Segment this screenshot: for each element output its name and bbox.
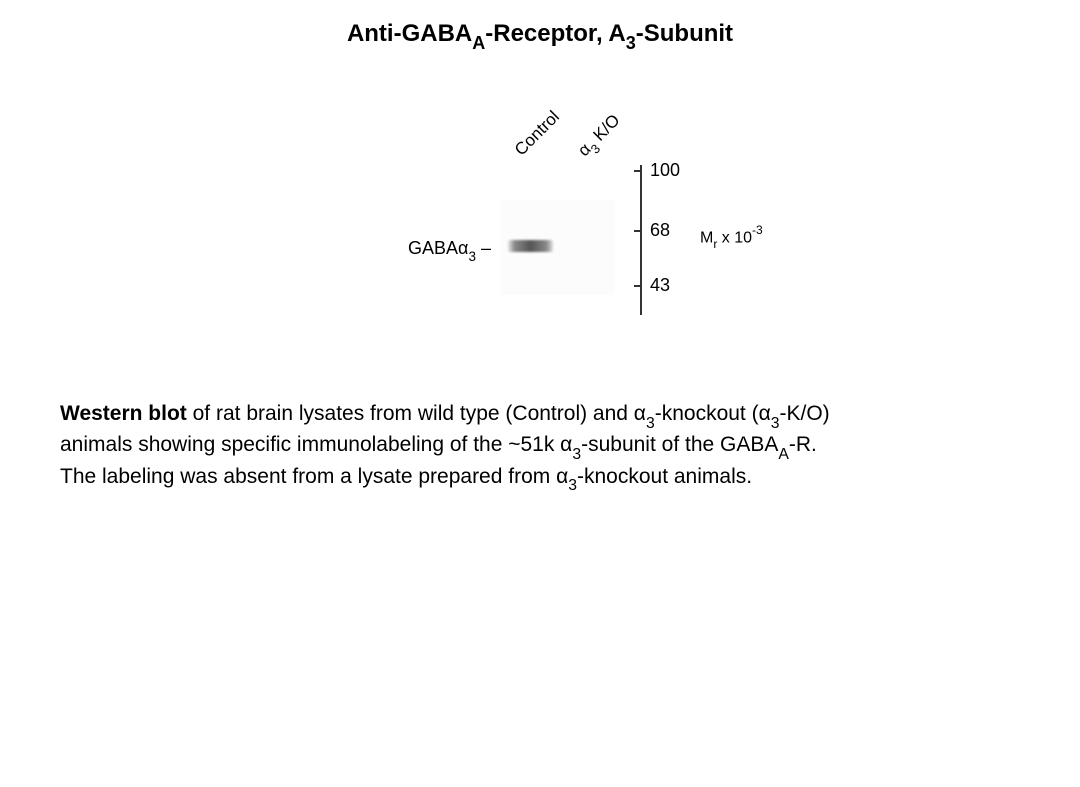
c-s1b: -knockout (α: [655, 402, 771, 425]
title-mid: -Receptor, A: [485, 20, 625, 47]
figure-caption: Western blot of rat brain lysates from w…: [60, 400, 1080, 494]
c-s1a: of rat brain lysates from wild type (Con…: [187, 402, 646, 425]
mw-tick-68: [634, 230, 642, 232]
title-pre: Anti-GABA: [347, 20, 472, 47]
lane-label-control: Control: [511, 107, 564, 160]
mw-tick-43: [634, 285, 642, 287]
c-s2sub1: 3: [572, 446, 581, 463]
mr-mid: x 10: [717, 229, 752, 246]
mr-sub: r: [713, 237, 717, 251]
mw-axis-title: Mr x 10-3: [700, 225, 763, 250]
mr-pre: M: [700, 229, 713, 246]
c-s2sub2: A: [778, 446, 789, 463]
band-sub: 3: [468, 249, 476, 264]
c-s3a: The labeling was absent from a lysate pr…: [60, 465, 568, 488]
western-blot-figure: Control α3 K/O GABAα3 – 100 68 43 Mr x 1…: [380, 80, 780, 340]
mw-label-100: 100: [650, 160, 680, 181]
band-post: –: [476, 238, 491, 258]
title-sub2: 3: [626, 33, 636, 53]
title-suf: -Subunit: [636, 20, 733, 47]
c-s3sub1: 3: [568, 477, 577, 494]
mw-tick-100: [634, 170, 642, 172]
protein-band: [508, 240, 553, 252]
c-s2c: -R.: [789, 433, 817, 456]
caption-bold: Western blot: [60, 402, 187, 425]
mw-label-43: 43: [650, 275, 670, 296]
title-sub1: A: [472, 33, 485, 53]
band-pre: GABAα: [408, 238, 468, 258]
c-s2b: -subunit of the GABA: [581, 433, 778, 456]
lane-label-ko: α3 K/O: [574, 111, 626, 163]
mw-label-68: 68: [650, 220, 670, 241]
c-s1sub1: 3: [646, 415, 655, 432]
c-s1c: -K/O): [780, 402, 830, 425]
mw-axis-line: [640, 165, 642, 315]
c-s1sub2: 3: [771, 415, 780, 432]
c-s2a: animals showing specific immunolabeling …: [60, 433, 572, 456]
page-title: Anti-GABAA-Receptor, A3-Subunit: [0, 20, 1080, 52]
band-row-label: GABAα3 –: [408, 238, 491, 262]
mr-sup: -3: [752, 223, 763, 237]
c-s3b: -knockout animals.: [577, 465, 752, 488]
